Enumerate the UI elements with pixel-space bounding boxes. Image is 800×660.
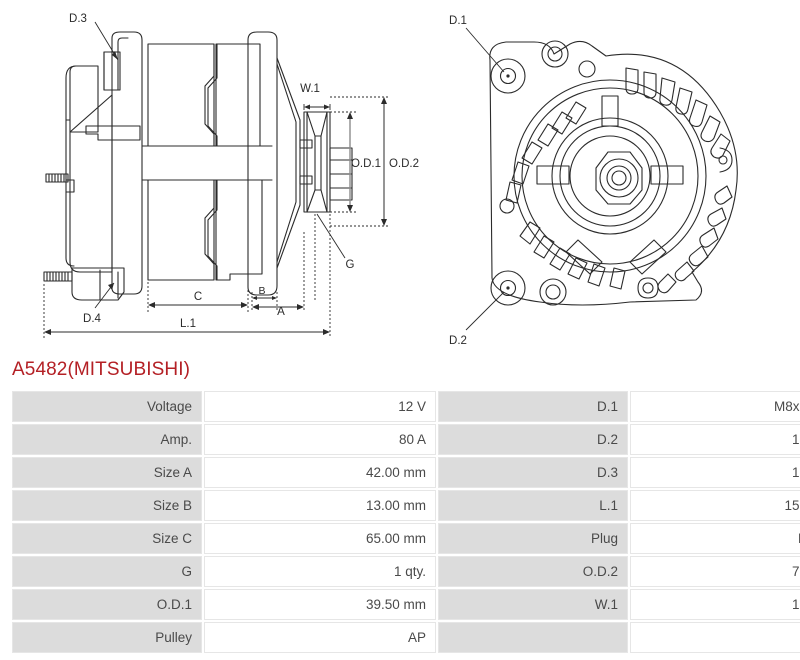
spec-value-cell: 10.00 mm	[630, 424, 800, 455]
spec-label-cell: O.D.2	[438, 556, 628, 587]
dimension-label-a: A	[277, 306, 285, 318]
spec-label-cell: D.2	[438, 424, 628, 455]
dimension-label-d1: D.1	[449, 15, 467, 27]
spec-value-cell: 65.00 mm	[204, 523, 436, 554]
spec-label-cell: G	[12, 556, 202, 587]
table-row: O.D.139.50 mmW.112.00 mm	[12, 589, 800, 620]
spec-value-cell: 12.00 mm	[630, 589, 800, 620]
spec-value-cell: 13.00 mm	[204, 490, 436, 521]
spec-label-cell: Size B	[12, 490, 202, 521]
page-title: A5482(MITSUBISHI)	[12, 359, 191, 380]
table-row: Size B13.00 mmL.1159.00 mm	[12, 490, 800, 521]
dimension-label-d4: D.4	[83, 313, 102, 325]
spec-label-cell: Voltage	[12, 391, 202, 422]
dimension-label-od1: O.D.1	[351, 158, 381, 170]
spec-label-cell: D.3	[438, 457, 628, 488]
dimension-label-d2: D.2	[449, 335, 467, 347]
spec-value-cell: 42.00 mm	[204, 457, 436, 488]
spec-value-cell: PL_2003	[630, 523, 800, 554]
spec-empty-label-cell	[438, 622, 628, 653]
spec-value-cell: 10.00 mm	[630, 457, 800, 488]
spec-label-cell: Size C	[12, 523, 202, 554]
dimension-label-g: G	[346, 259, 355, 271]
spec-value-cell: AP	[204, 622, 436, 653]
spec-label-cell: Pulley	[12, 622, 202, 653]
table-row: Size C65.00 mmPlugPL_2003	[12, 523, 800, 554]
spec-value-cell: 80 A	[204, 424, 436, 455]
spec-label-cell: D.1	[438, 391, 628, 422]
table-row: G1 qty.O.D.273.00 mm	[12, 556, 800, 587]
technical-drawings-panel: D.3 D.4 W.1 O.D.1 O.D.2 G A B C L.1	[43, 13, 738, 347]
spec-value-cell: 39.50 mm	[204, 589, 436, 620]
alternator-front-view: D.1 D.2	[449, 15, 738, 347]
dimension-label-d3: D.3	[69, 13, 87, 25]
spec-value-cell: 73.00 mm	[630, 556, 800, 587]
spec-label-cell: O.D.1	[12, 589, 202, 620]
spec-label-cell: Plug	[438, 523, 628, 554]
spec-value-cell: M8x1.25 mm	[630, 391, 800, 422]
table-row: Size A42.00 mmD.310.00 mm	[12, 457, 800, 488]
dimension-label-c: C	[194, 291, 202, 303]
spec-label-cell: Amp.	[12, 424, 202, 455]
alternator-side-view: D.3 D.4 W.1 O.D.1 O.D.2 G A B C L.1	[43, 13, 419, 338]
spec-label-cell: L.1	[438, 490, 628, 521]
spec-value-cell: 1 qty.	[204, 556, 436, 587]
dimension-label-w1: W.1	[300, 83, 320, 95]
spec-value-cell: 12 V	[204, 391, 436, 422]
dimension-label-b: B	[258, 285, 265, 297]
table-row: Pulley AP	[12, 622, 800, 653]
spec-label-cell: Size A	[12, 457, 202, 488]
spec-value-cell: 159.00 mm	[630, 490, 800, 521]
dimension-label-l1: L.1	[180, 318, 196, 330]
spec-empty-value-cell	[630, 622, 800, 653]
spec-label-cell: W.1	[438, 589, 628, 620]
dimension-label-od2: O.D.2	[389, 158, 419, 170]
table-row: Amp.80 AD.210.00 mm	[12, 424, 800, 455]
